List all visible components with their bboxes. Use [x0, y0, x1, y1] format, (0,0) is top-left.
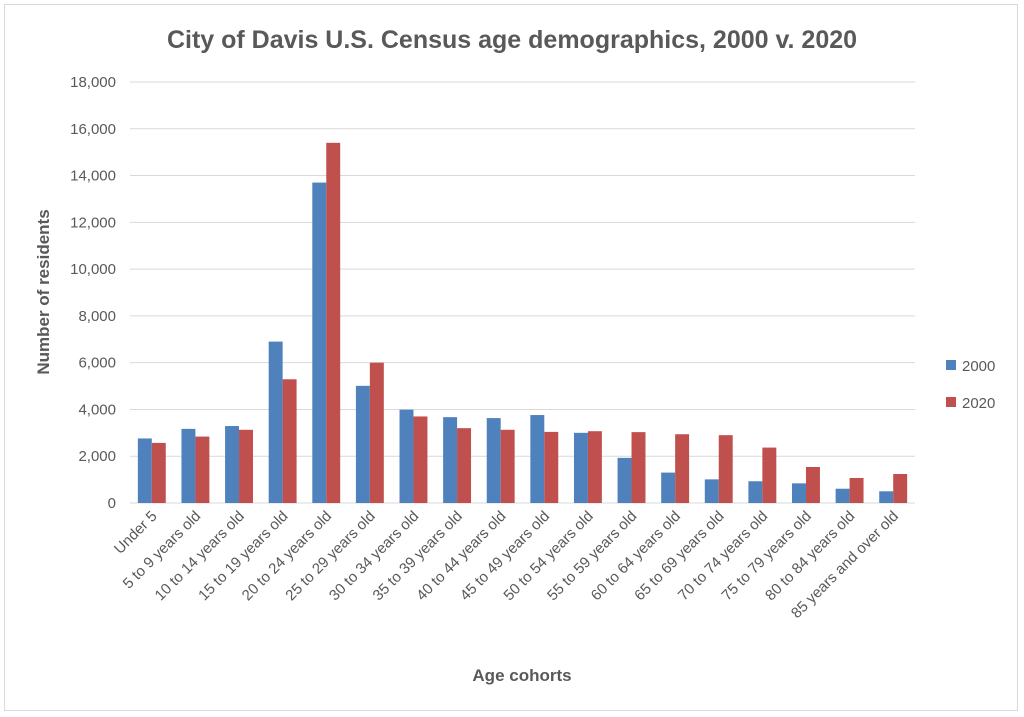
- y-tick-label: 8,000: [78, 308, 116, 325]
- chart-title: City of Davis U.S. Census age demographi…: [167, 26, 857, 54]
- bar-2020: [762, 447, 777, 503]
- bar-2000: [225, 426, 240, 503]
- bar-2000: [486, 418, 501, 503]
- bar-2000: [268, 341, 283, 503]
- legend-swatch-2020: [946, 397, 956, 407]
- x-axis-label: Age cohorts: [472, 666, 571, 685]
- bar-2020: [587, 431, 602, 503]
- bar-2000: [443, 417, 458, 503]
- bar-2020: [239, 429, 253, 503]
- bar-2020: [849, 477, 864, 503]
- legend-label: 2000: [962, 358, 995, 375]
- bar-2020: [413, 416, 428, 503]
- y-tick-label: 16,000: [70, 121, 116, 138]
- bar-2020: [805, 466, 820, 503]
- y-tick-label: 14,000: [70, 168, 116, 185]
- x-tick-label: 5 to 9 years old: [120, 508, 205, 593]
- bar-2020: [544, 431, 559, 503]
- bar-2020: [326, 142, 341, 504]
- bar-2000: [181, 428, 196, 503]
- bar-2020: [282, 379, 297, 503]
- bar-2020: [631, 432, 646, 503]
- bar-2000: [530, 415, 545, 503]
- bar-2000: [399, 409, 414, 503]
- bar-2000: [312, 182, 327, 504]
- legend-swatch-2000: [946, 360, 956, 370]
- legend-label: 2020: [962, 395, 995, 412]
- bar-2000: [617, 457, 632, 503]
- bar-2020: [151, 442, 166, 503]
- legend: 2000 2020: [946, 358, 995, 412]
- bar-2020: [195, 436, 210, 503]
- bar-2000: [792, 483, 806, 503]
- bar-2000: [661, 472, 676, 503]
- bar-2020: [369, 362, 384, 503]
- y-tick-label: 12,000: [70, 214, 116, 231]
- chart-frame: [4, 4, 1018, 711]
- y-axis-label: Number of residents: [34, 209, 53, 374]
- y-tick-label: 6,000: [78, 355, 116, 372]
- bar-2020: [457, 428, 472, 503]
- bar-2000: [835, 488, 850, 503]
- bar-2020: [718, 435, 733, 503]
- bar-2000: [573, 432, 588, 503]
- bar-2000: [704, 479, 719, 503]
- bar-2000: [748, 481, 763, 503]
- bar-2000: [355, 385, 370, 503]
- bar-2000: [137, 438, 152, 503]
- bar-2000: [879, 491, 894, 503]
- y-tick-label: 0: [108, 495, 116, 512]
- bar-2020: [675, 434, 690, 503]
- y-tick-label: 2,000: [78, 448, 116, 465]
- bar-2020: [500, 429, 515, 503]
- y-tick-label: 18,000: [70, 74, 116, 91]
- bar-2020: [893, 473, 908, 503]
- y-tick-label: 10,000: [70, 261, 116, 278]
- y-tick-label: 4,000: [78, 401, 116, 418]
